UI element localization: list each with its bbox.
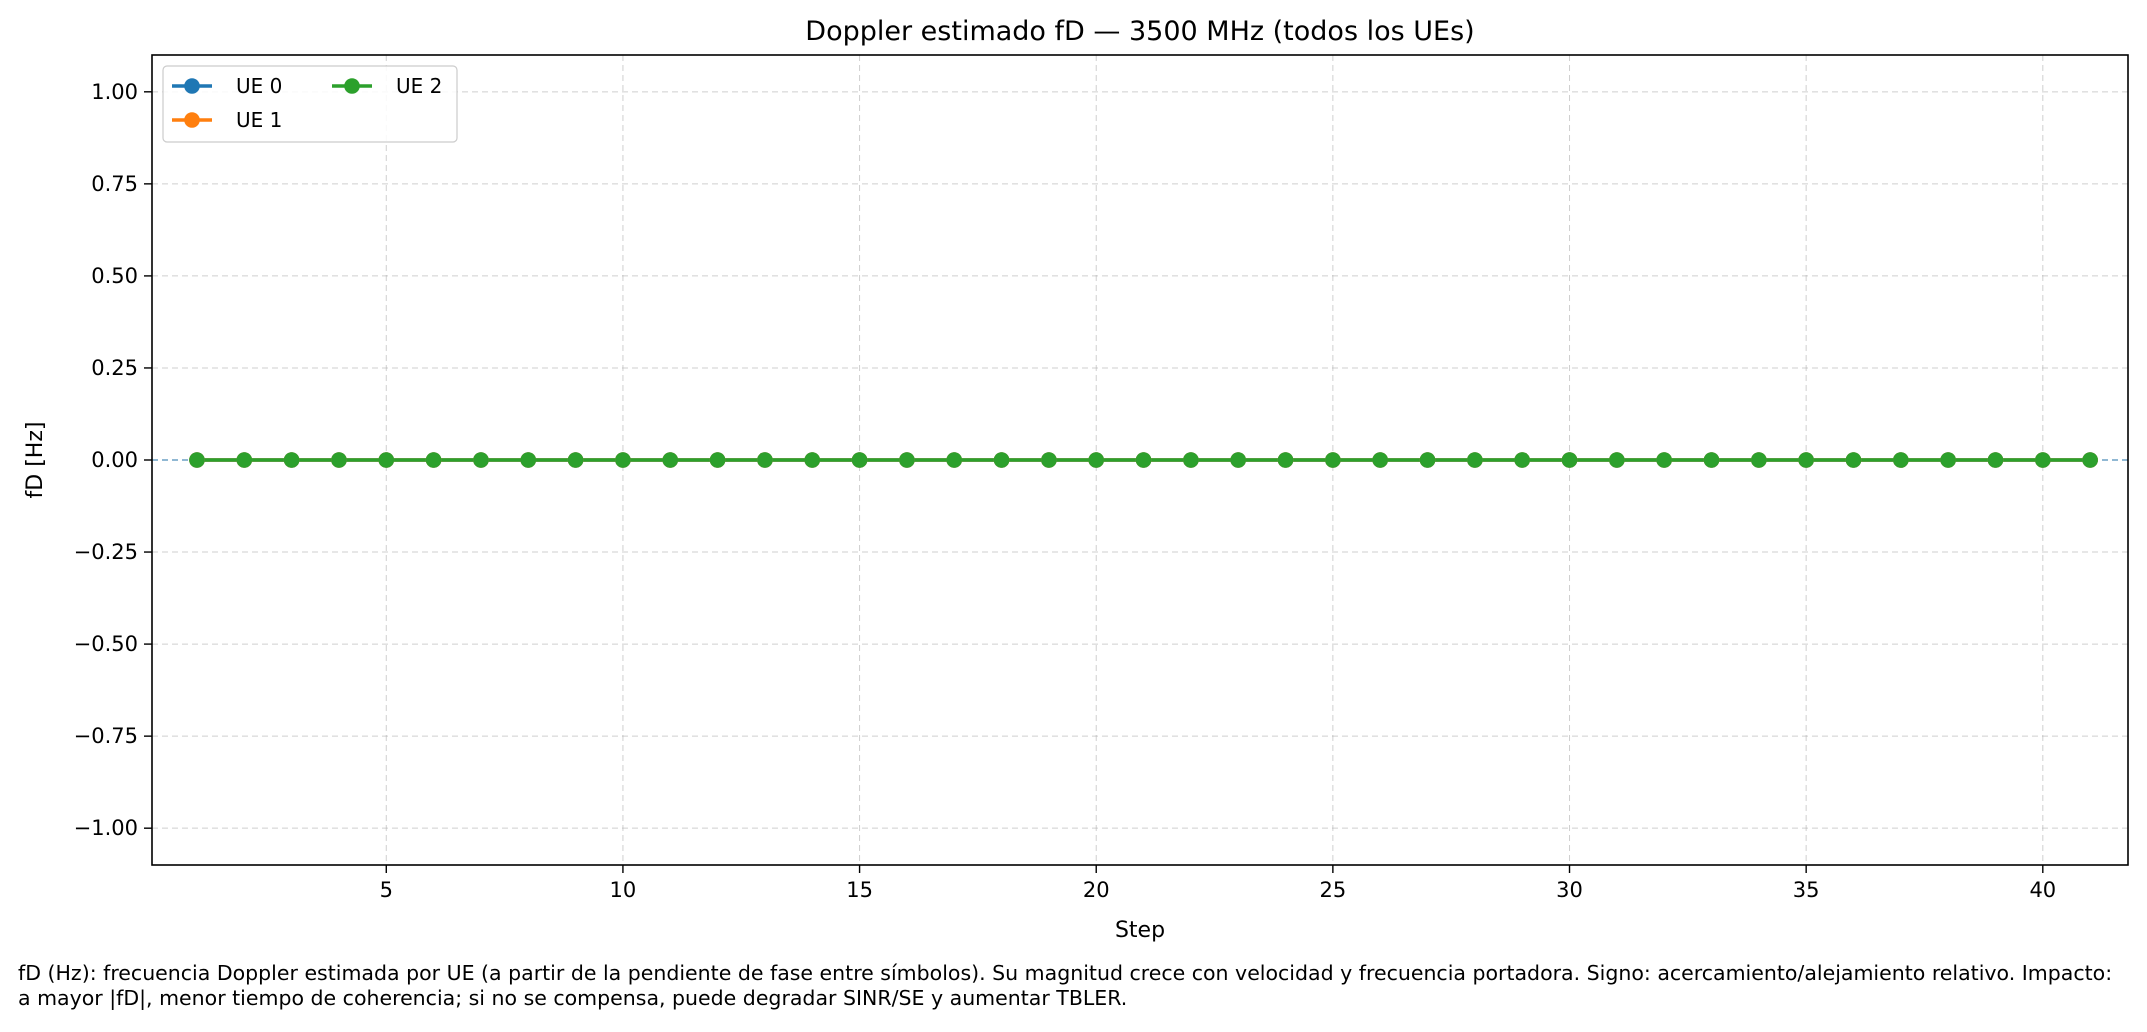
data-point-ue-2	[1561, 452, 1578, 468]
y-axis: 1.00 0.75 0.50 0.25 0.00 −0.25 −0.50 −0.75 −1.00	[74, 80, 152, 840]
legend-marker	[184, 78, 200, 94]
legend-label: UE 1	[236, 108, 282, 132]
y-tick-label: 0.50	[91, 264, 138, 288]
x-tick-label: 30	[1556, 878, 1583, 902]
data-point-ue-2	[473, 452, 489, 468]
data-point-ue-2	[1609, 452, 1625, 468]
data-point-ue-2	[1183, 452, 1199, 468]
data-point-ue-2	[189, 452, 205, 468]
data-point-ue-2	[567, 452, 584, 468]
data-point-ue-2	[1940, 452, 1956, 468]
series-points	[189, 452, 2098, 468]
data-point-ue-2	[1987, 452, 2004, 468]
data-point-ue-2	[1372, 452, 1388, 468]
data-point-ue-2	[520, 452, 537, 468]
data-point-ue-2	[283, 452, 300, 468]
data-point-ue-2	[2082, 452, 2098, 468]
y-tick-label: −0.50	[74, 632, 138, 656]
y-tick-label: 1.00	[91, 80, 138, 104]
data-point-ue-2	[1845, 452, 1862, 468]
data-point-ue-2	[2035, 452, 2051, 468]
legend-box	[162, 65, 458, 143]
data-point-ue-2	[1656, 452, 1672, 468]
data-point-ue-2	[993, 452, 1010, 468]
data-point-ue-2	[615, 452, 631, 468]
data-point-ue-2	[946, 452, 963, 468]
data-point-ue-2	[1419, 452, 1436, 468]
data-point-ue-2	[1514, 452, 1530, 468]
x-tick-label: 35	[1793, 878, 1820, 902]
data-point-ue-2	[1751, 452, 1767, 468]
chart-title: Doppler estimado fD — 3500 MHz (todos lo…	[805, 16, 1474, 47]
x-tick-label: 5	[380, 878, 393, 902]
data-point-ue-2	[425, 452, 442, 468]
legend-marker	[184, 112, 200, 128]
data-point-ue-2	[757, 452, 773, 468]
data-point-ue-2	[1041, 452, 1057, 468]
x-tick-label: 20	[1083, 878, 1110, 902]
data-point-ue-2	[804, 452, 821, 468]
y-tick-label: −0.25	[74, 540, 138, 564]
x-tick-label: 15	[846, 878, 873, 902]
data-point-ue-2	[1467, 452, 1483, 468]
data-point-ue-2	[1703, 452, 1720, 468]
data-point-ue-2	[331, 452, 347, 468]
data-point-ue-2	[1135, 452, 1152, 468]
y-tick-label: 0.25	[91, 356, 138, 380]
data-point-ue-2	[1088, 452, 1105, 468]
data-point-ue-2	[662, 452, 679, 468]
data-point-ue-2	[1230, 452, 1247, 468]
data-point-ue-2	[1277, 452, 1294, 468]
x-tick-label: 10	[610, 878, 637, 902]
x-tick-label: 40	[2029, 878, 2056, 902]
data-point-ue-2	[1325, 452, 1341, 468]
x-axis: 5 10 15 20 25 30 35 40	[380, 865, 2056, 902]
x-axis-label: Step	[1115, 918, 1165, 943]
y-tick-label: −0.75	[74, 724, 138, 748]
y-axis-label: fD [Hz]	[23, 422, 48, 499]
legend-marker	[344, 78, 360, 94]
y-tick-label: 0.00	[91, 448, 138, 472]
y-tick-label: −1.00	[74, 816, 138, 840]
legend: UE 0 UE 1 UE 2	[162, 65, 458, 143]
data-point-ue-2	[1893, 452, 1909, 468]
data-point-ue-2	[899, 452, 915, 468]
doppler-chart: Doppler estimado fD — 3500 MHz (todos lo…	[23, 16, 2129, 943]
chart-caption: fD (Hz): frecuencia Doppler estimada por…	[18, 961, 2113, 1010]
data-point-ue-2	[1798, 452, 1814, 468]
data-point-ue-2	[236, 452, 253, 468]
x-tick-label: 25	[1319, 878, 1346, 902]
legend-label: UE 2	[396, 74, 442, 98]
y-tick-label: 0.75	[91, 172, 138, 196]
data-point-ue-2	[851, 452, 868, 468]
legend-label: UE 0	[236, 74, 282, 98]
data-point-ue-2	[709, 452, 726, 468]
data-point-ue-2	[378, 452, 395, 468]
